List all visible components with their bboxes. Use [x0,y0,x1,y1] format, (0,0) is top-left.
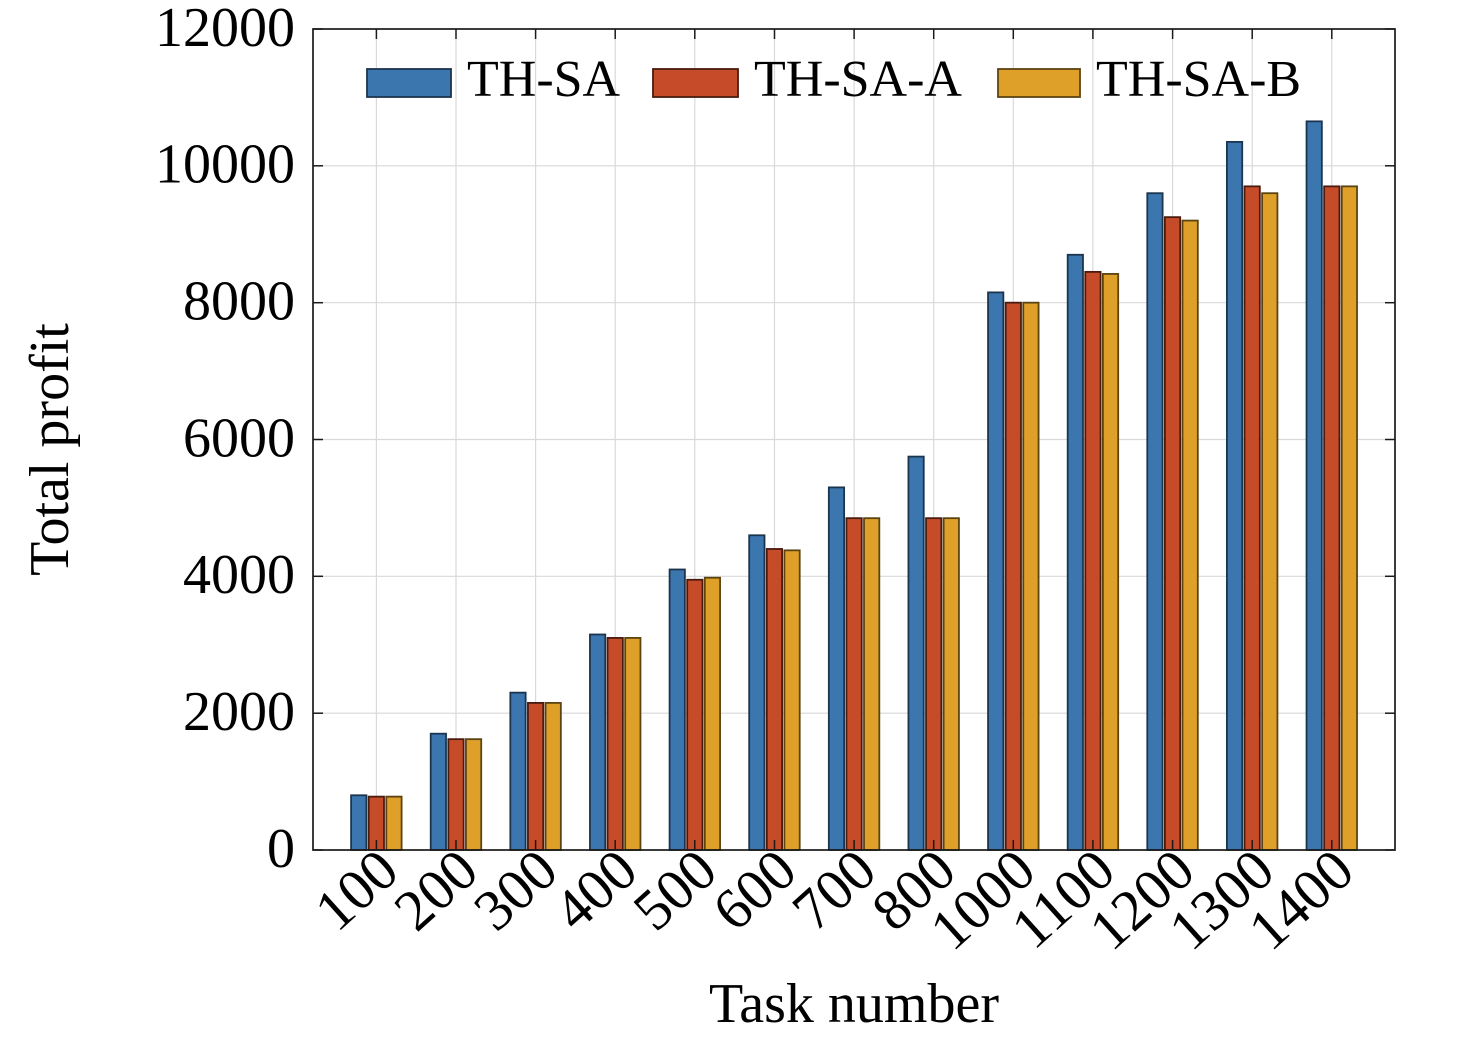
svg-text:TH-SA-A: TH-SA-A [754,51,962,108]
svg-text:4000: 4000 [183,544,295,606]
svg-text:Task number: Task number [709,973,999,1035]
svg-text:12000: 12000 [155,0,295,59]
svg-text:Total profit: Total profit [19,323,81,576]
svg-text:10000: 10000 [155,134,295,196]
svg-text:2000: 2000 [183,681,295,743]
svg-text:TH-SA: TH-SA [467,51,621,108]
svg-text:6000: 6000 [183,407,295,469]
svg-text:0: 0 [267,818,295,880]
svg-text:TH-SA-B: TH-SA-B [1096,51,1301,108]
svg-text:8000: 8000 [183,271,295,333]
